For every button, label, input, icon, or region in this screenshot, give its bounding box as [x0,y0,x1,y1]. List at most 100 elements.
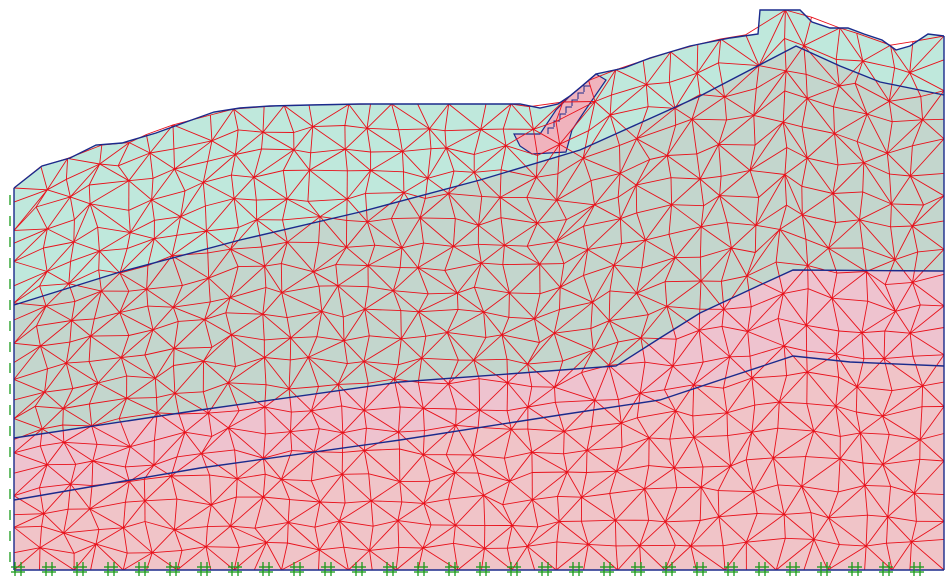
mesh-edge [319,549,349,571]
mesh-edge [129,412,158,447]
mesh-edge [718,491,754,518]
mesh-edge [884,330,911,334]
mesh-edge [833,85,840,107]
mesh-edge [448,170,455,194]
mesh-edge [444,129,481,132]
mesh-edge [862,60,895,69]
mesh-edge [89,508,124,529]
mesh-edge [835,332,863,355]
mesh-edge [448,359,459,384]
mesh-edge [13,391,45,419]
mesh-edge [856,141,865,163]
mesh-edge [833,106,868,115]
mesh-edge [509,263,541,294]
mesh-edge [203,334,232,362]
mesh-edge [866,113,888,154]
mesh-edge [307,198,348,202]
mesh-edge [97,375,127,384]
mesh-edge [399,448,424,456]
mesh-edge [346,170,371,200]
mesh-edge [307,201,321,217]
mesh-edge [693,437,704,468]
mesh-edge [235,154,255,178]
mesh-edge [448,378,480,385]
mesh-edge [13,228,48,262]
mesh-edge [403,171,428,179]
mesh-edge [888,101,893,122]
mesh-edge [264,357,290,390]
mesh-edge [503,458,511,482]
mesh-edge [664,545,692,571]
mesh-edge [457,262,482,294]
mesh-edge [636,257,676,294]
mesh-edge [806,371,837,407]
mesh-edge [368,378,395,384]
mesh-edge [505,128,534,146]
mesh-edge [453,542,485,549]
excavation-step [565,106,572,113]
mesh-edge [367,245,376,266]
mesh-edge [63,532,75,554]
mesh-edge [311,384,339,412]
mesh-edge [290,410,312,433]
mesh-edge [749,121,784,171]
mesh-edge [205,546,235,571]
mesh-edge [534,309,560,320]
mesh-edge [90,312,120,337]
mesh-edge [211,129,239,142]
mesh-edge [455,424,479,428]
mesh-edge [508,292,510,318]
mesh-edge [44,388,73,393]
mesh-edge [256,219,263,248]
mesh-edge [119,305,148,314]
mesh-edge [619,138,638,174]
mesh-edge [609,265,615,291]
mesh-edge [286,317,292,338]
mesh-edge [290,431,315,453]
mesh-edge [836,58,863,62]
mesh-edge [204,297,231,320]
mesh-edge [693,384,728,414]
mesh-edge [554,386,596,401]
mesh-edge [344,148,371,171]
mesh-edge [675,544,691,547]
mesh-edge [499,176,537,198]
mesh-edge [555,241,565,264]
mesh-edge [262,313,288,319]
mesh-edge [539,263,561,288]
mesh-edge [418,311,427,337]
mesh-edge [861,310,896,334]
mesh-edge [862,191,892,205]
mesh-edge [128,199,152,211]
mesh-edge [290,428,320,433]
mesh-edge [205,198,235,207]
mesh-edge [286,241,314,273]
pin-fixity-icon [104,562,118,576]
mesh-edge [424,424,456,432]
mesh-edge [718,516,747,543]
mesh-edge [154,216,181,240]
mesh-edge [729,355,751,358]
mesh-edge [510,406,529,430]
mesh-edge [95,543,128,554]
mesh-edge [536,200,558,224]
mesh-edge [401,335,426,340]
mesh-edge [119,412,158,419]
mesh-edge [282,219,288,243]
mesh-edge [422,424,457,456]
mesh-edge [371,500,402,503]
mesh-edge [173,148,175,170]
mesh-edge [342,432,365,451]
mesh-edge [536,143,561,178]
mesh-edge [563,453,568,473]
mesh-edge [478,243,505,246]
mesh-edge [288,357,309,390]
mesh-edge [262,106,265,133]
mesh-edge [912,138,945,147]
mesh-edge [227,366,236,383]
mesh-edge [594,204,621,220]
mesh-edge [746,537,786,543]
mesh-edge [609,471,617,494]
mesh-edge [364,450,401,482]
mesh-edge [592,290,611,303]
